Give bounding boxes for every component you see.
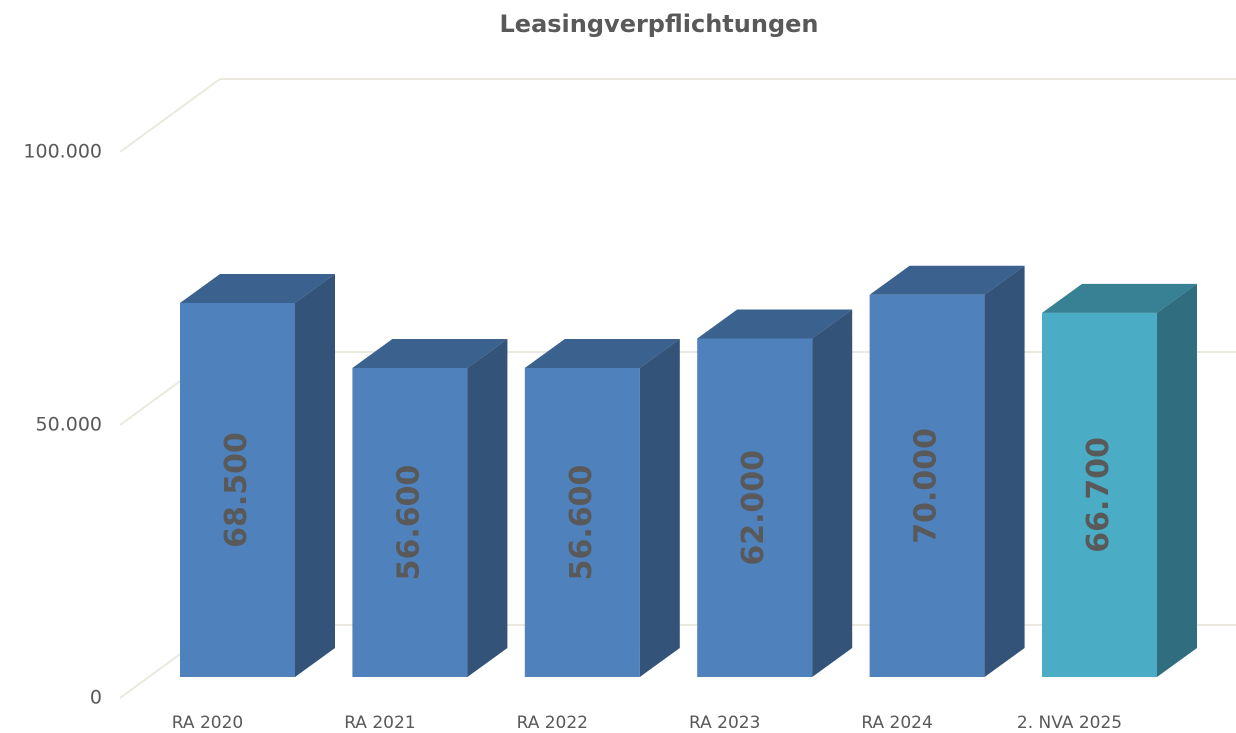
bar-face: [180, 273, 335, 303]
bar-face: [352, 338, 508, 368]
bar-face: [524, 367, 640, 677]
x-tick-label: RA 2024: [861, 713, 932, 733]
bar: [352, 338, 508, 677]
bar-face: [352, 367, 468, 677]
bar-face: [869, 265, 1025, 295]
data-label: 56.600: [391, 465, 426, 581]
data-label: 68.500: [219, 432, 254, 548]
bar-face: [1157, 283, 1197, 677]
bar-face: [524, 338, 680, 368]
bar-face: [984, 265, 1025, 677]
y-tick-label: 0: [90, 687, 102, 709]
bar-face: [639, 338, 680, 677]
bar-face: [180, 302, 295, 677]
x-tick-label: RA 2021: [344, 713, 415, 733]
data-label: 56.600: [564, 465, 599, 581]
y-tick-label: 50.000: [36, 414, 102, 436]
data-label: 66.700: [1081, 437, 1116, 553]
bar-face: [467, 338, 508, 677]
x-tick-label: RA 2023: [689, 713, 760, 733]
chart-title: Leasingverpflichtungen: [500, 10, 819, 38]
bar-face: [1042, 312, 1157, 677]
x-tick-label: 2. NVA 2025: [1017, 713, 1122, 733]
bar: [1042, 283, 1197, 677]
bar-face: [295, 273, 335, 677]
bar: [524, 338, 680, 677]
bar: [869, 265, 1025, 677]
data-label: 62.000: [736, 450, 771, 566]
bar: [697, 309, 853, 677]
bar-face: [812, 309, 853, 677]
bar-face: [697, 309, 853, 339]
bar: [180, 273, 335, 677]
bar-face: [869, 294, 985, 677]
bar-face: [697, 338, 813, 677]
x-tick-label: RA 2020: [172, 713, 243, 733]
bar-face: [1042, 283, 1197, 313]
data-label: 70.000: [909, 428, 944, 544]
x-tick-label: RA 2022: [517, 713, 588, 733]
grid-line: [119, 78, 1236, 153]
y-tick-label: 100.000: [23, 141, 102, 163]
